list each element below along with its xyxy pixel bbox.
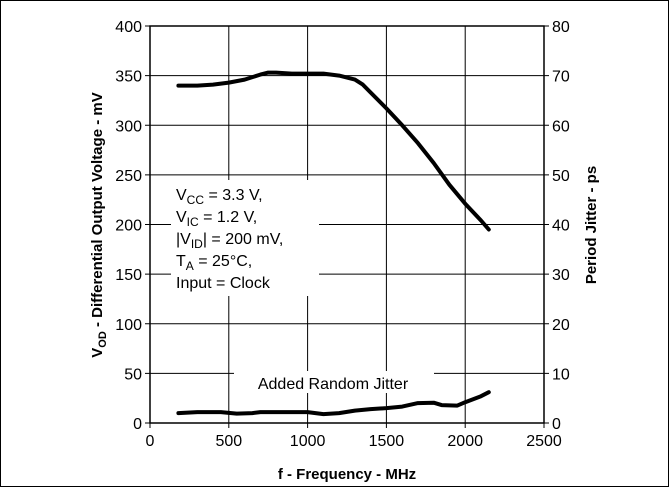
y-left-tick-label: 50: [124, 366, 142, 383]
annotation-subscript: ID: [191, 237, 203, 251]
y-right-tick-label: 80: [552, 19, 570, 36]
y-right-tick-label: 60: [552, 118, 570, 135]
y-left-axis-title: VOD - Differential Output Voltage - mV: [89, 92, 109, 357]
jitter-label-background: [234, 371, 434, 393]
y-right-axis-title: Period Jitter - ps: [583, 166, 600, 284]
y-right-tick-label: 20: [552, 317, 570, 334]
y-left-tick-label: 400: [115, 19, 142, 36]
y-left-tick-label: 100: [115, 317, 142, 334]
annotation-value: = 25°C,: [194, 253, 252, 270]
y-right-tick-label: 70: [552, 69, 570, 86]
x-tick-label: 1500: [369, 433, 405, 450]
y-right-tick-label: 10: [552, 366, 570, 383]
y-left-title-rest: - Differential Output Voltage - mV: [89, 92, 106, 331]
annotation-symbol: T: [176, 253, 186, 270]
jitter-label: Added Random Jitter: [258, 376, 409, 393]
annotation-symbol: Input = Clock: [176, 275, 271, 292]
y-left-title-prefix: V: [89, 348, 106, 358]
annotation-line: VIC = 1.2 V,: [176, 209, 257, 229]
y-left-tick-label: 0: [133, 416, 142, 433]
annotation-line: |VID| = 200 mV,: [176, 231, 283, 251]
y-left-tick-label: 350: [115, 69, 142, 86]
y-left-tick-label: 300: [115, 118, 142, 135]
x-tick-label: 0: [146, 433, 155, 450]
annotation-subscript: A: [186, 259, 194, 273]
y-left-tick-label: 200: [115, 218, 142, 235]
x-tick-label: 2000: [447, 433, 483, 450]
x-tick-labels: 0 500 1000 1500 2000 2500: [146, 423, 562, 450]
annotation-symbol: |V: [176, 231, 191, 248]
x-tick-label: 500: [215, 433, 242, 450]
conditions-annotation: VCC = 3.3 V,VIC = 1.2 V,|VID| = 200 mV,T…: [176, 187, 283, 292]
y-right-tick-labels: 0 10 20 30 40 50 60 70 80: [544, 19, 570, 433]
annotation-line: TA = 25°C,: [176, 253, 252, 273]
y-left-tick-label: 250: [115, 168, 142, 185]
x-tick-label: 2500: [526, 433, 562, 450]
x-axis-title: f - Frequency - MHz: [278, 466, 416, 483]
y-left-tick-labels: 0 50 100 150 200 250 300 350 400: [115, 19, 150, 433]
annotation-background: [171, 180, 319, 296]
y-left-title-sub: OD: [97, 331, 109, 348]
annotation-value: = 1.2 V,: [199, 209, 258, 226]
annotation-value: = 3.3 V,: [204, 187, 263, 204]
series-jitter-line: [176, 390, 491, 417]
series-vod-line: [176, 70, 491, 232]
y-right-tick-label: 30: [552, 267, 570, 284]
y-left-tick-label: 150: [115, 267, 142, 284]
annotation-line: Input = Clock: [176, 275, 271, 292]
annotation-value: | = 200 mV,: [203, 231, 284, 248]
y-right-tick-label: 50: [552, 168, 570, 185]
annotation-line: VCC = 3.3 V,: [176, 187, 263, 207]
x-tick-label: 1000: [290, 433, 326, 450]
y-right-tick-label: 0: [552, 416, 561, 433]
annotation-subscript: CC: [187, 193, 205, 207]
annotation-subscript: IC: [187, 215, 199, 229]
annotation-symbol: V: [176, 187, 187, 204]
annotation-symbol: V: [176, 209, 187, 226]
y-right-tick-label: 40: [552, 218, 570, 235]
